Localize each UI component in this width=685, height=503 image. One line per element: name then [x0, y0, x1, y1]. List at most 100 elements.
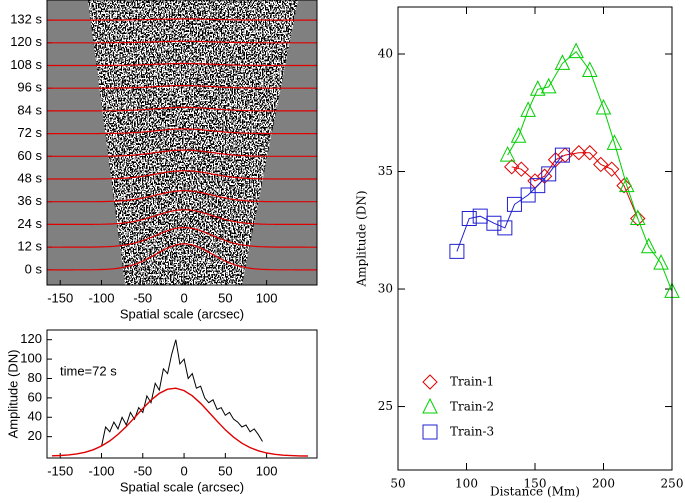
y-tick-label: 0 s	[25, 261, 43, 276]
fit-curve	[47, 84, 317, 89]
x-tick-label: 0	[180, 463, 187, 478]
fit-curve	[47, 227, 317, 248]
profile-line	[101, 339, 263, 447]
y-tick-label: 84 s	[17, 102, 42, 117]
y-tick-label: 40	[28, 409, 42, 424]
plot-frame	[397, 6, 673, 471]
x-tick-label: -100	[88, 290, 114, 305]
x-tick-label: -50	[133, 290, 152, 305]
x-tick-label: 150	[524, 477, 547, 491]
marker	[629, 209, 646, 226]
x-axis-label: Distance (Mm)	[490, 485, 580, 499]
x-tick-label: -100	[88, 463, 114, 478]
y-tick-label: 25	[378, 399, 393, 413]
marker	[554, 54, 571, 70]
legend-marker	[422, 374, 438, 390]
marker	[618, 176, 635, 193]
profile-line	[51, 387, 308, 457]
y-tick-label: 12 s	[17, 239, 42, 254]
y-tick-label: 96 s	[17, 80, 42, 95]
x-tick-label: 100	[455, 477, 478, 491]
x-tick-label: -150	[47, 463, 73, 478]
marker	[606, 134, 623, 150]
x-tick-label: 250	[661, 477, 684, 491]
marker	[449, 243, 465, 259]
y-tick-label: 132 s	[10, 11, 42, 26]
y-tick-label: 35	[378, 164, 393, 178]
marker	[506, 196, 522, 212]
x-tick-label: -50	[133, 463, 152, 478]
legend-marker	[422, 424, 438, 440]
legend-marker	[422, 397, 438, 414]
marker	[630, 210, 646, 227]
fit-curve	[47, 62, 317, 67]
y-tick-label: 24 s	[17, 216, 42, 231]
marker	[582, 145, 598, 161]
marker	[497, 220, 513, 236]
fit-curve	[47, 170, 317, 180]
x-tick-label: 50	[218, 463, 232, 478]
amplitude-panel: 50 100 150 200 250 25 30 35 40 Distance (Mm) Ampli…	[355, 6, 684, 499]
marker	[568, 42, 584, 59]
fit-curve	[47, 149, 317, 157]
marker	[640, 237, 657, 254]
legend-label: Train-3	[450, 425, 494, 439]
marker	[581, 61, 598, 77]
y-tick-label: 20	[28, 428, 42, 443]
marker	[604, 161, 620, 177]
marker	[595, 98, 612, 115]
marker	[513, 161, 530, 177]
x-tick-label: 50	[218, 290, 232, 305]
y-tick-label: 60	[28, 389, 42, 404]
marker	[504, 159, 520, 175]
y-tick-label: 100	[20, 351, 42, 366]
x-tick-label: -150	[47, 290, 73, 305]
fit-curve	[47, 243, 317, 271]
y-tick-label: 80	[28, 370, 42, 385]
x-tick-label: 100	[256, 463, 278, 478]
x-axis-label: Spatial scale (arcsec)	[120, 479, 244, 494]
marker	[540, 77, 557, 94]
marker	[461, 211, 477, 227]
profile-panel: -150 -100 -50 0 50 100 20 40 60 80 100 120 Spatial s…	[5, 329, 318, 494]
y-axis-label: Amplitude (DN)	[355, 190, 369, 287]
y-tick-label: 30	[378, 282, 393, 296]
fit-curve	[47, 209, 317, 225]
plot-frame	[46, 0, 318, 286]
series-line	[507, 50, 673, 292]
plot-frame	[46, 329, 318, 459]
marker	[499, 145, 516, 162]
fit-curve	[47, 106, 317, 112]
marker	[486, 215, 502, 231]
y-tick-label: 108 s	[10, 57, 42, 72]
y-tick-label: 40	[378, 47, 393, 61]
legend-label: Train-2	[450, 400, 494, 414]
y-tick-label: 72 s	[17, 125, 42, 140]
annotation: time=72 s	[60, 363, 117, 378]
fit-curve	[47, 128, 317, 135]
x-axis-label: Spatial scale (arcsec)	[120, 306, 244, 321]
y-tick-label: 48 s	[17, 170, 42, 185]
marker	[529, 80, 546, 96]
marker	[554, 147, 570, 163]
marker	[530, 178, 546, 194]
marker	[520, 101, 536, 117]
series-line	[456, 154, 563, 252]
x-tick-label: 50	[390, 477, 405, 491]
marker	[653, 254, 669, 270]
y-tick-label: 120	[20, 331, 42, 346]
legend-label: Train-1	[450, 375, 494, 389]
fit-curve	[47, 190, 317, 203]
y-tick-label: 36 s	[17, 193, 42, 208]
marker	[616, 177, 632, 194]
fit-curve	[47, 18, 317, 21]
y-axis-label: Amplitude (DN)	[5, 350, 20, 439]
marker	[571, 145, 587, 161]
x-tick-label: 200	[592, 477, 615, 491]
fit-curve	[47, 40, 317, 44]
marker	[593, 156, 609, 173]
marker	[510, 127, 527, 143]
y-tick-label: 120 s	[10, 34, 42, 49]
x-tick-label: 0	[180, 290, 187, 305]
